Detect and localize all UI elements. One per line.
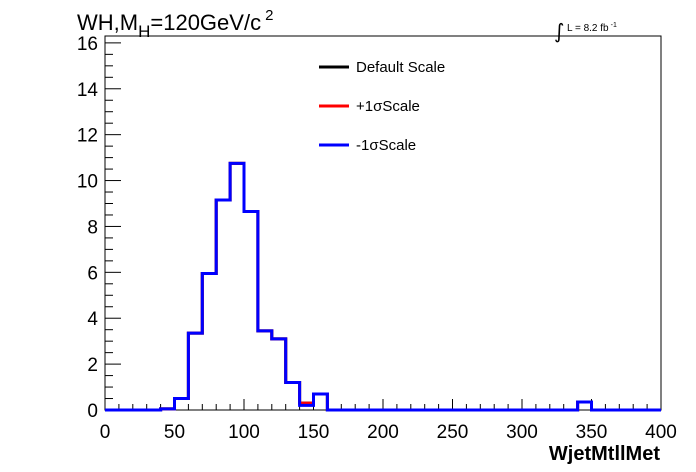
x-tick-label: 400 bbox=[645, 422, 677, 443]
legend-label-plus1sigma: +1σScale bbox=[356, 98, 420, 115]
series-2-step-line bbox=[105, 161, 661, 412]
y-tick-label: 14 bbox=[77, 80, 99, 101]
x-tick-label: 200 bbox=[367, 422, 399, 443]
legend-label-default: Default Scale bbox=[356, 59, 445, 76]
y-tick-label: 4 bbox=[87, 309, 98, 330]
x-tick-label: 300 bbox=[506, 422, 538, 443]
legend-label-minus1sigma: -1σScale bbox=[356, 137, 416, 154]
title-part-sub: H bbox=[138, 22, 150, 41]
y-tick-label: 16 bbox=[77, 34, 98, 55]
x-tick-label: 350 bbox=[576, 422, 608, 443]
axis-tick-labels: 0 50 100 150 200 250 300 350 400 0 2 4 6 8 10 12 14 16 bbox=[77, 34, 677, 443]
x-axis-label: WjetMtllMet bbox=[549, 443, 660, 465]
x-tick-label: 150 bbox=[298, 422, 330, 443]
title-part-sup: 2 bbox=[265, 7, 273, 24]
histogram-series bbox=[105, 161, 661, 412]
title-part-rest: =120GeV/c bbox=[150, 10, 261, 35]
y-tick-label: 2 bbox=[87, 355, 98, 376]
lumi-label: L = 8.2 fb -1 bbox=[567, 22, 617, 34]
lumi-text: L = 8.2 fb bbox=[567, 23, 609, 34]
x-tick-label: 0 bbox=[100, 422, 111, 443]
x-tick-label: 250 bbox=[437, 422, 469, 443]
y-tick-label: 0 bbox=[87, 401, 98, 422]
y-tick-label: 12 bbox=[77, 126, 98, 147]
chart-title: WH,MH=120GeV/c 2 bbox=[77, 7, 273, 41]
x-tick-label: 100 bbox=[228, 422, 260, 443]
y-tick-label: 8 bbox=[87, 217, 98, 238]
x-tick-label: 50 bbox=[164, 422, 185, 443]
axis-ticks bbox=[104, 42, 662, 411]
legend: Default Scale +1σScale -1σScale bbox=[319, 59, 445, 154]
lumi-exponent: -1 bbox=[611, 22, 617, 29]
y-tick-label: 6 bbox=[87, 263, 98, 284]
lumi-integral-symbol: ∫ bbox=[554, 19, 564, 43]
y-tick-label: 10 bbox=[77, 172, 98, 193]
title-part-main: WH,M bbox=[77, 10, 138, 35]
